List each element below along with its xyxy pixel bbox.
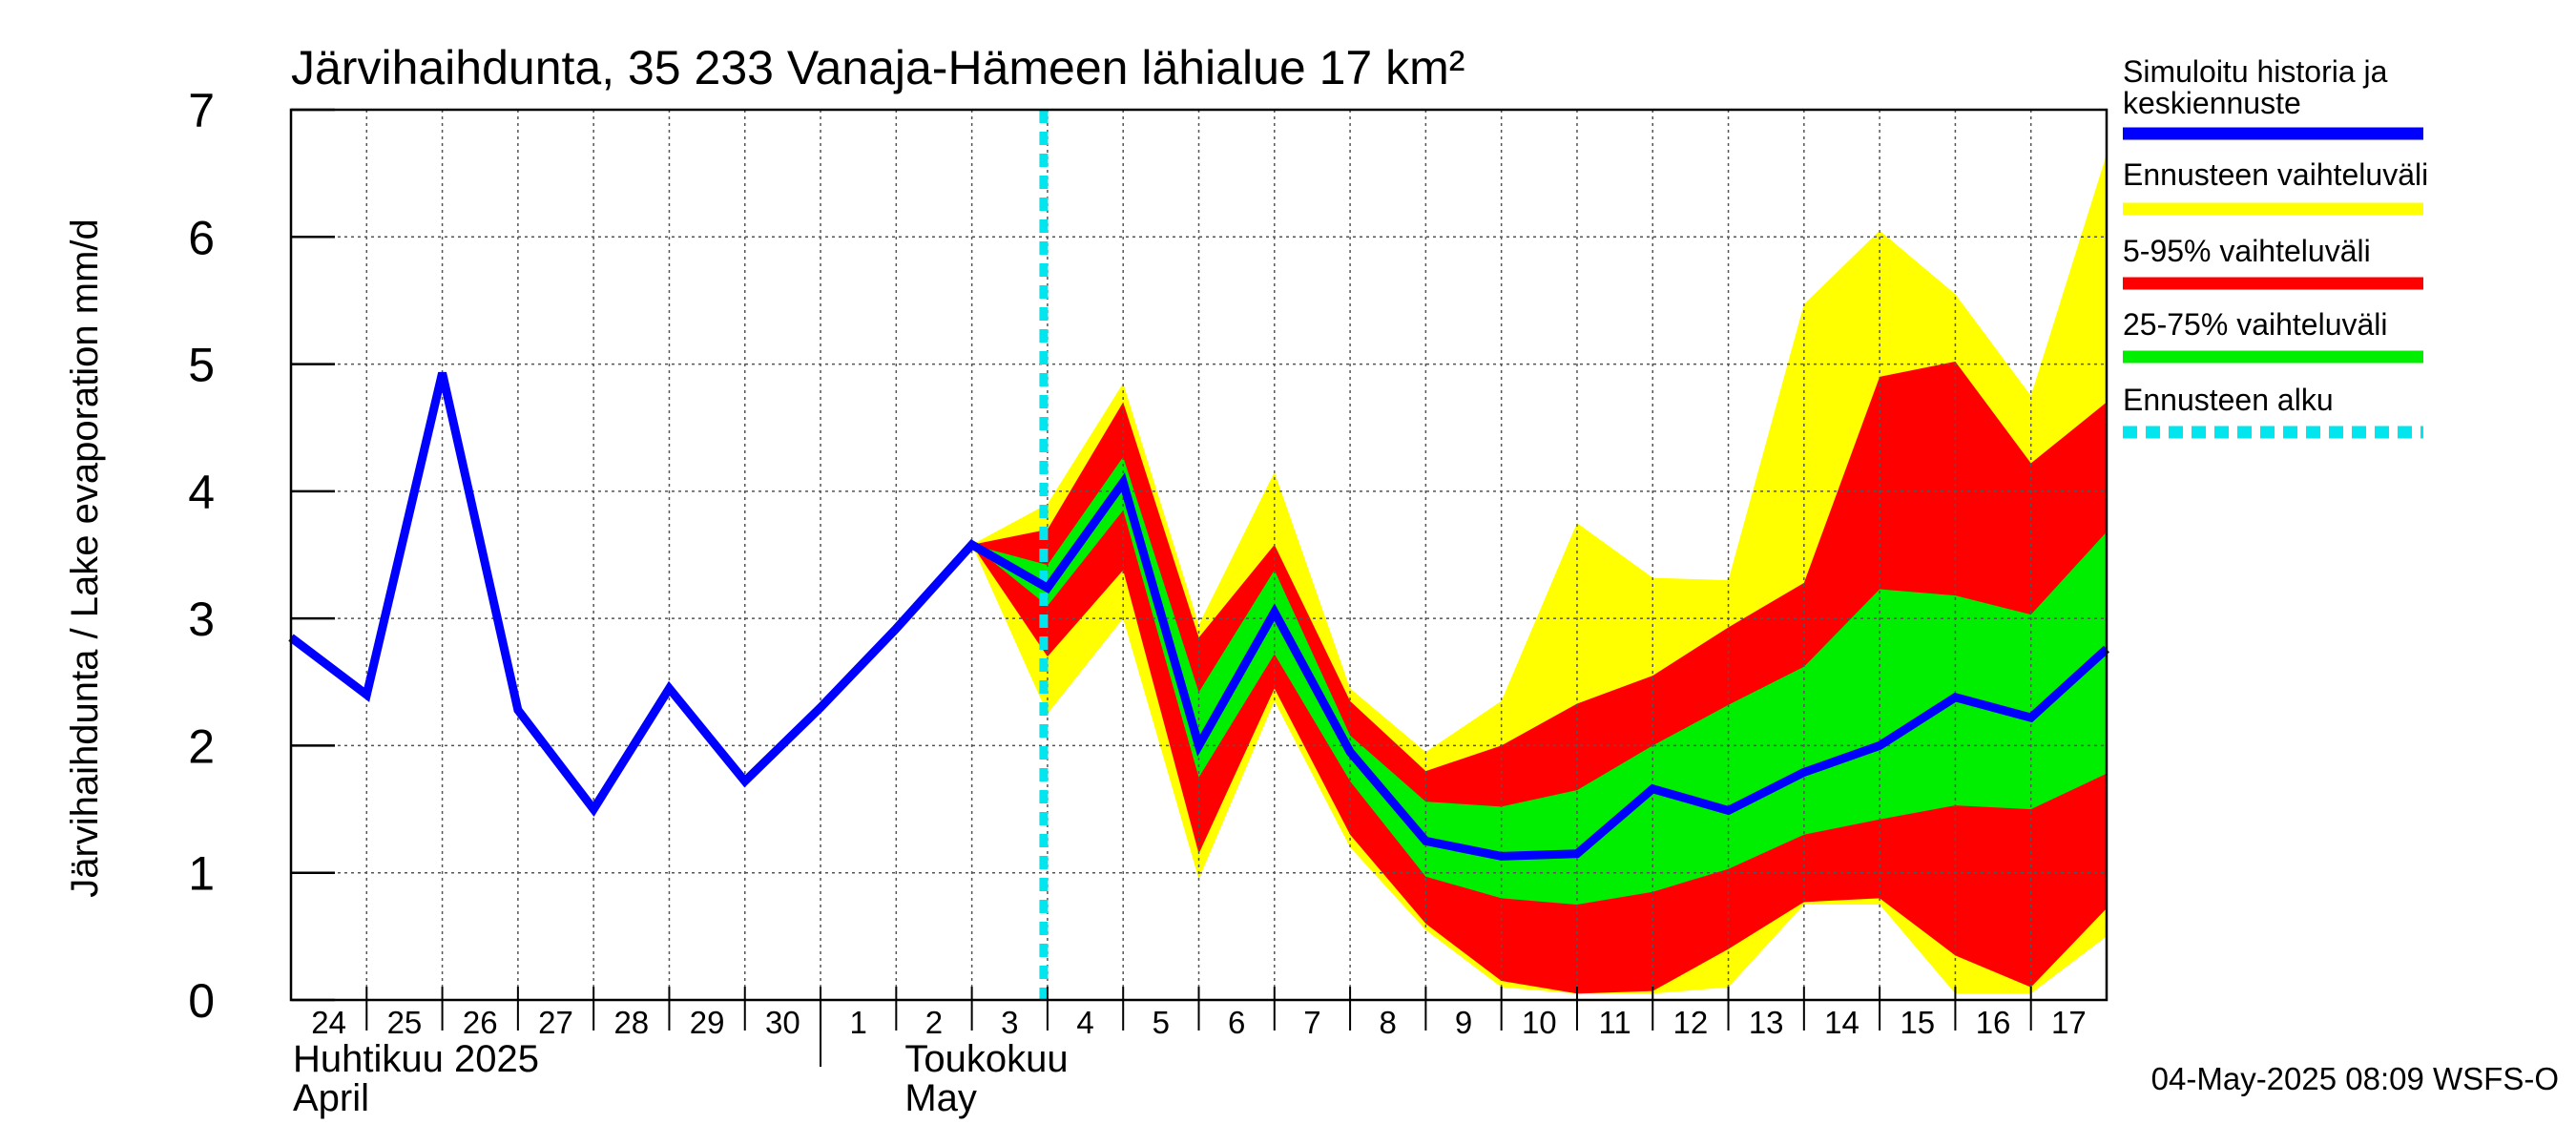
month-label-fi-1: Toukokuu [904,1038,1068,1080]
x-axis: 24 25 26 27 28 29 30 1 2 3 4 5 6 7 8 9 10 11 12 13 14 15 16 17H… [293,987,2087,1119]
band-1 [971,361,2107,994]
x-tick-label-14: 8 [1380,1005,1397,1040]
legend-label-3: 25-75% vaihteluväli [2123,307,2388,342]
x-tick-label-18: 12 [1673,1005,1709,1040]
x-tick-label-4: 28 [613,1005,649,1040]
y-axis-label: Järvihaihdunta / Lake evaporation mm/d [64,219,106,898]
x-tick-label-20: 14 [1824,1005,1859,1040]
x-tick-label-12: 6 [1228,1005,1245,1040]
month-label-en-0: April [293,1077,369,1119]
band-2 [971,456,2107,906]
x-tick-label-10: 4 [1076,1005,1093,1040]
chart-title: Järvihaihdunta, 35 233 Vanaja-Hämeen läh… [291,41,1465,94]
x-tick-label-5: 29 [690,1005,725,1040]
x-tick-label-2: 26 [463,1005,498,1040]
y-tick-label-2: 2 [188,719,215,773]
x-tick-label-22: 16 [1976,1005,2011,1040]
x-tick-label-1: 25 [387,1005,423,1040]
y-tick-label-5: 5 [188,339,215,392]
y-tick-label-6: 6 [188,211,215,264]
y-tick-label-1: 1 [188,847,215,901]
month-label-en-1: May [904,1077,977,1119]
series-line-0 [288,371,2110,861]
y-tick-label-7: 7 [188,84,215,137]
x-tick-label-3: 27 [538,1005,573,1040]
x-tick-label-0: 24 [311,1005,346,1040]
series-lines [288,371,2110,861]
x-tick-label-19: 13 [1749,1005,1784,1040]
month-label-fi-0: Huhtikuu 2025 [293,1038,539,1080]
x-tick-label-16: 10 [1522,1005,1557,1040]
y-tick-label-4: 4 [188,466,215,519]
y-tick-label-0: 0 [188,974,215,1028]
legend-label-0: Simuloitu historia ja keskiennuste [2123,54,2388,120]
x-tick-label-6: 30 [765,1005,800,1040]
x-tick-label-7: 1 [850,1005,867,1040]
x-tick-label-8: 2 [925,1005,943,1040]
x-tick-label-9: 3 [1001,1005,1018,1040]
legend-label-2: 5-95% vaihteluväli [2123,234,2371,268]
y-axis: 0 1 2 3 4 5 6 7 [188,84,335,1028]
x-tick-label-23: 17 [2051,1005,2087,1040]
footer-timestamp: 04-May-2025 08:09 WSFS-O [2151,1061,2559,1096]
y-tick-label-3: 3 [188,593,215,646]
x-tick-label-11: 5 [1153,1005,1170,1040]
legend-label-4: Ennusteen alku [2123,383,2334,417]
legend: Simuloitu historia ja keskiennuste Ennuste… [2123,54,2428,439]
x-tick-label-17: 11 [1598,1005,1631,1040]
legend-label-1: Ennusteen vaihteluväli [2123,157,2428,192]
x-tick-label-15: 9 [1455,1005,1472,1040]
x-tick-label-13: 7 [1303,1005,1320,1040]
x-tick-label-21: 15 [1900,1005,1935,1040]
